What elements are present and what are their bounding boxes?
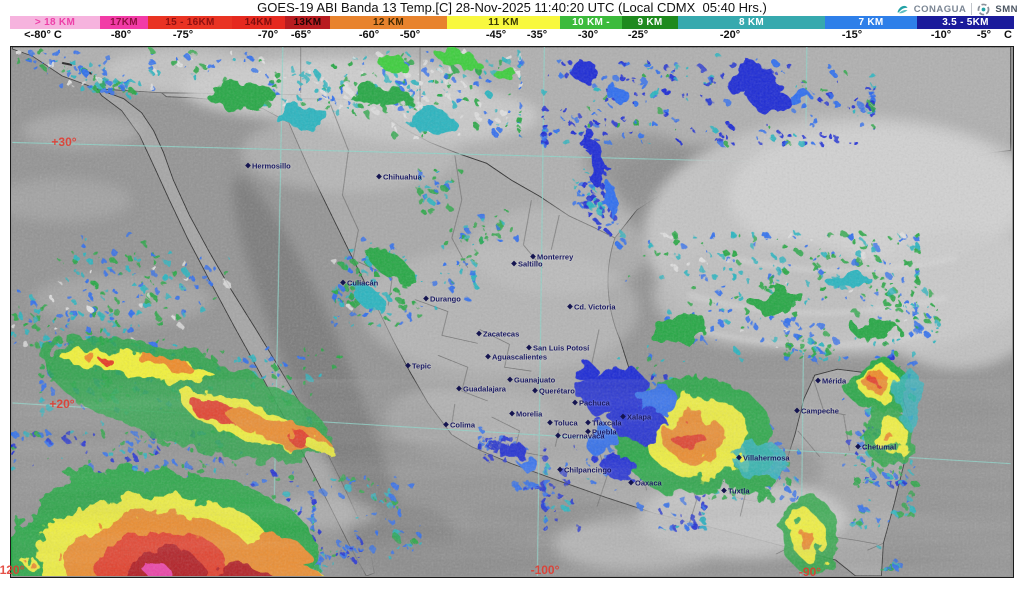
smn-icon [977, 3, 990, 15]
legend-segment-11-km: 11 KM [447, 16, 560, 29]
legend-segment-17km: 17KM [100, 16, 148, 29]
temp-tick: -60° [358, 29, 380, 41]
legend-segment-12-km: 12 KM [330, 16, 447, 29]
temp-tick: -25° [627, 29, 649, 41]
legend-segment-8-km: 8 KM [678, 16, 825, 29]
legend-segment-18-km: > 18 KM [10, 16, 100, 29]
conagua-icon [897, 5, 908, 13]
temp-tick: -70° [257, 29, 279, 41]
legend-segment-10-km: 10 KM - [560, 16, 622, 29]
temp-tick: -50° [399, 29, 421, 41]
satellite-map [10, 46, 1014, 578]
temp-tick: -5° [976, 29, 992, 41]
satellite-imagery [11, 47, 1012, 576]
temperature-scale: <-80° C -80° -75° -70° -65° -60° -50° -45° -35° -… [0, 29, 1024, 44]
temp-tick: -75° [172, 29, 194, 41]
temp-tick: -80° [110, 29, 132, 41]
temp-tick: <-80° C [24, 29, 62, 41]
temp-tick: -35° [526, 29, 548, 41]
legend-segment-13km: 13KM [285, 16, 330, 29]
temp-tick: -30° [577, 29, 599, 41]
logo-divider [971, 3, 973, 15]
legend-segment-14km: 14KM [232, 16, 285, 29]
agency-logos: CONAGUA SMN [896, 2, 1018, 16]
smn-logo-text: SMN [995, 3, 1018, 15]
altitude-color-legend: > 18 KM 17KM 15 - 16KM 14KM 13KM 12 KM 11 KM 10… [0, 16, 1024, 29]
legend-segment-15-16km: 15 - 16KM [148, 16, 232, 29]
temp-tick: C [1004, 29, 1012, 41]
temp-tick: -15° [841, 29, 863, 41]
sensor-grain [12, 47, 1011, 576]
temp-tick: -20° [719, 29, 741, 41]
temp-tick: -10° [930, 29, 952, 41]
image-title: GOES-19 ABI Banda 13 Temp.[C] 28-Nov-202… [257, 0, 767, 15]
legend-segment-7-km: 7 KM [825, 16, 917, 29]
legend-segment-3-5-5km: 3.5 - 5KM [917, 16, 1014, 29]
temp-tick: -65° [290, 29, 312, 41]
conagua-logo-text: CONAGUA [913, 3, 967, 15]
legend-segment-9-km: 9 KM [622, 16, 678, 29]
temp-tick: -45° [485, 29, 507, 41]
